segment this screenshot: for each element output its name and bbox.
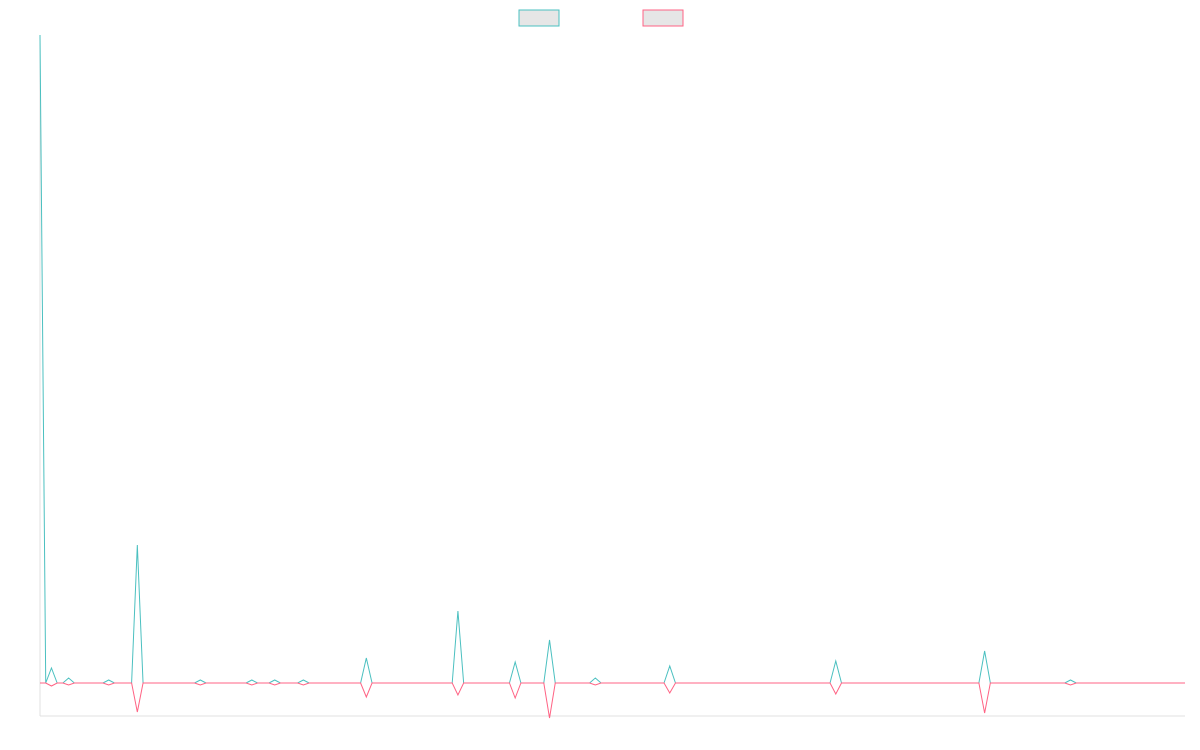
line: [40, 682, 1185, 719]
line: [39, 34, 1185, 684]
legend-swatch[interactable]: [518, 9, 560, 27]
legend-swatch[interactable]: [642, 9, 684, 27]
